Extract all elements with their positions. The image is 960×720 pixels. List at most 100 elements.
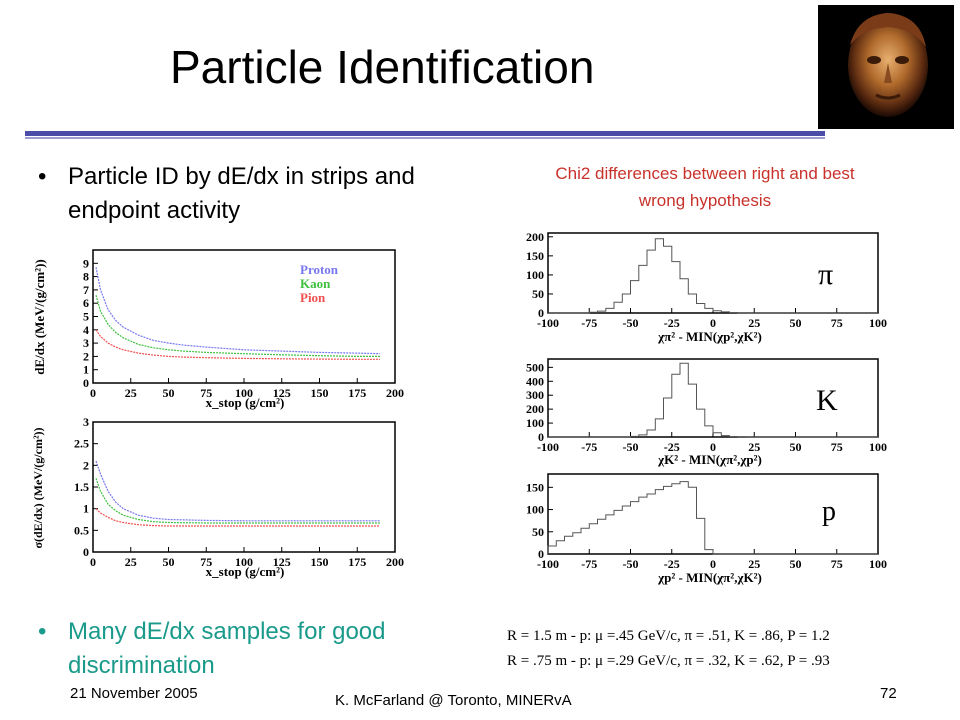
x-tick-label: 125	[273, 386, 291, 400]
pion-label: π	[818, 258, 833, 291]
series-pion-line	[95, 329, 380, 360]
x-tick-label: -100	[537, 557, 559, 571]
bullet-dedx-samples: • Many dE/dx samples for good discrimina…	[38, 615, 488, 683]
x-tick-label: 175	[348, 386, 366, 400]
sigma-y-axis-label: σ(dE/dx) (MeV/(g/cm²))	[31, 427, 45, 548]
sigma-frame	[92, 421, 396, 553]
y-tick-label: 0	[83, 376, 89, 390]
legend-pion: Pion	[300, 290, 326, 305]
y-tick-label: 6	[83, 296, 89, 310]
pion-ticks: -100 -75 -50 -25 0 25 50 75 100 0 50 100 150 200	[526, 230, 887, 330]
legend-proton: Proton	[300, 262, 339, 277]
y-tick-label: 100	[526, 268, 544, 282]
y-tick-label: 8	[83, 270, 89, 284]
x-tick-label: 50	[790, 557, 802, 571]
y-tick-label: 100	[526, 416, 544, 430]
chi2-pion-histogram: -100 -75 -50 -25 0 25 50 75 100 0 50 100 150 200 χπ² …	[526, 230, 887, 344]
x-tick-label: -50	[623, 316, 639, 330]
x-tick-label: -50	[623, 440, 639, 454]
x-tick-label: 150	[311, 555, 329, 569]
y-tick-label: 0	[538, 547, 544, 561]
y-tick-label: 0	[538, 306, 544, 320]
pion-hist-line	[548, 238, 878, 314]
series-kaon-line	[95, 478, 380, 524]
x-tick-label: 25	[748, 557, 760, 571]
x-tick-label: 50	[163, 386, 175, 400]
x-tick-label: -75	[581, 316, 597, 330]
dedx-series	[95, 267, 380, 360]
slide-title: Particle Identification	[170, 41, 595, 93]
footer-author: K. McFarland @ Toronto, MINERvA	[335, 692, 572, 709]
x-tick-label: 200	[386, 555, 404, 569]
x-tick-label: 25	[125, 386, 137, 400]
proton-label: p	[822, 496, 836, 527]
proton-ticks: -100 -75 -50 -25 0 25 50 75 100 0 50 100 150	[526, 480, 887, 571]
kaon-label: K	[816, 384, 838, 417]
y-tick-label: 2	[83, 458, 89, 472]
x-tick-label: 0	[710, 316, 716, 330]
y-tick-label: 0	[83, 545, 89, 559]
sigma-x-axis-label: x_stop (g/cm²)	[206, 564, 285, 579]
y-tick-label: 1.5	[74, 480, 89, 494]
title-rule	[25, 131, 825, 136]
x-tick-label: 200	[386, 386, 404, 400]
bullet-dedx: • Particle ID by dE/dx in strips and end…	[38, 160, 488, 228]
dedx-frame	[92, 249, 396, 384]
y-tick-label: 150	[526, 480, 544, 494]
sigma-ticks: 0 25 50 75 100 125 150 175 200 0 0.5 1 1.5 2 2.5 3	[74, 418, 404, 569]
kaon-hist-line	[548, 362, 878, 438]
x-tick-label: -25	[664, 557, 680, 571]
bullet-text: Many dE/dx samples for good discriminati…	[68, 618, 386, 679]
x-tick-label: 100	[235, 555, 253, 569]
chi2-proton-histogram: -100 -75 -50 -25 0 25 50 75 100 0 50 100 150 χp² - M…	[526, 473, 887, 585]
y-tick-label: 3	[83, 418, 89, 429]
x-tick-label: 0	[90, 555, 96, 569]
y-tick-label: 7	[83, 283, 89, 297]
y-tick-label: 0	[538, 430, 544, 444]
x-tick-label: 0	[710, 557, 716, 571]
legend-kaon: Kaon	[300, 276, 331, 291]
x-tick-label: -100	[537, 440, 559, 454]
x-tick-label: 125	[273, 555, 291, 569]
chi2-caption: Chi2 differences between right and best …	[555, 164, 855, 210]
y-tick-label: 4	[83, 323, 89, 337]
x-tick-label: 0	[710, 440, 716, 454]
sigma-series	[95, 460, 380, 527]
y-tick-label: 100	[526, 503, 544, 517]
y-tick-label: 1	[83, 363, 89, 377]
x-tick-label: 175	[348, 555, 366, 569]
y-tick-label: 50	[532, 525, 544, 539]
dedx-y-axis-label: dE/dx (MeV/(g/cm²))	[32, 259, 47, 374]
footer-page-number: 72	[880, 685, 897, 702]
proton-x-axis-label: χp² - MIN(χπ²,χK²)	[657, 570, 762, 585]
title-rule-light	[25, 137, 825, 139]
x-tick-label: 50	[790, 316, 802, 330]
x-tick-label: 0	[90, 386, 96, 400]
y-tick-label: 50	[532, 287, 544, 301]
x-tick-label: 75	[200, 386, 212, 400]
y-tick-label: 9	[83, 256, 89, 270]
x-tick-label: 75	[200, 555, 212, 569]
y-tick-label: 2.5	[74, 437, 89, 451]
logo-sculpture-head	[818, 5, 954, 129]
sigma-dedx-chart: 0 25 50 75 100 125 150 175 200 0 0.5 1 1.5 2 2.5 3 x_st…	[31, 418, 404, 579]
y-tick-label: 200	[526, 402, 544, 416]
x-tick-label: -75	[581, 557, 597, 571]
x-tick-label: 75	[831, 316, 843, 330]
y-tick-label: 400	[526, 374, 544, 388]
y-tick-label: 2	[83, 349, 89, 363]
x-tick-label: 100	[235, 386, 253, 400]
series-pion-line	[95, 508, 380, 527]
y-tick-label: 200	[526, 230, 544, 244]
series-proton-line	[95, 267, 380, 355]
x-tick-label: 25	[748, 316, 760, 330]
series-proton-line	[95, 460, 380, 522]
bullet-dot: •	[38, 618, 47, 645]
head-sculpture-icon	[848, 13, 928, 117]
y-tick-label: 5	[83, 310, 89, 324]
dedx-x-axis-label: x_stop (g/cm²)	[206, 395, 285, 410]
resolution-line-2: R = .75 m - p: μ =.29 GeV/c, π = .32, K …	[507, 653, 830, 669]
resolution-line-1: R = 1.5 m - p: μ =.45 GeV/c, π = .51, K …	[507, 628, 830, 644]
